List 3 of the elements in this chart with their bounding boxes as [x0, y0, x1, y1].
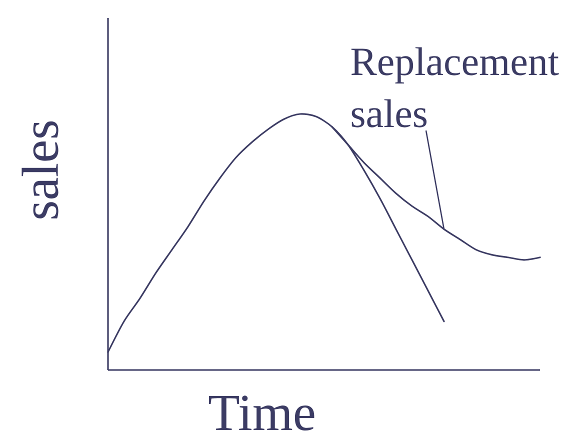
y-axis-title: sales — [22, 121, 58, 218]
series-label: Replacement sales — [351, 47, 559, 128]
x-axis-title: Time — [208, 396, 314, 431]
